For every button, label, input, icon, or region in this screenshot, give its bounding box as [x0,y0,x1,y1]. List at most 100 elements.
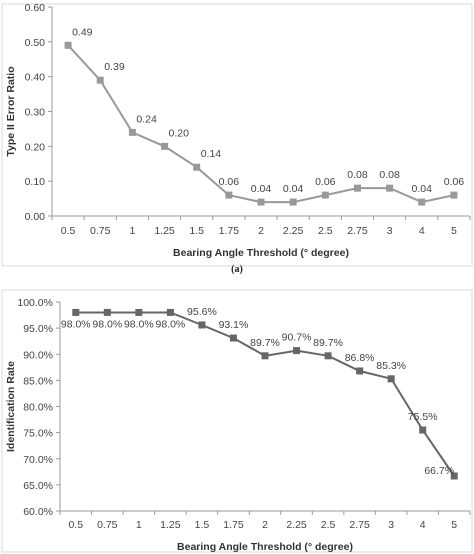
data-point-marker [257,198,265,206]
y-tick-label: 0.40 [25,72,46,84]
data-label: 89.7% [313,337,343,349]
y-tick-label: 90.0% [23,349,53,361]
data-label: 85.3% [376,360,406,372]
data-label: 0.04 [251,183,272,195]
y-tick-label: 70.0% [23,454,53,466]
data-label: 93.1% [219,319,249,331]
data-label: 90.7% [282,332,312,344]
data-point-marker [321,191,329,199]
x-tick-label: 1.25 [160,519,181,531]
data-label: 89.7% [250,337,280,349]
y-axis-title: Identification Rate [5,361,17,452]
data-point-marker [289,198,297,206]
x-tick-label: 2 [258,225,264,237]
x-tick-label: 2.75 [349,519,370,531]
x-tick-label: 2.75 [347,225,368,237]
x-tick-label: 5 [451,225,457,237]
data-label: 98.0% [124,318,154,330]
data-label: 0.08 [379,169,400,181]
x-tick-label: 1 [136,519,142,531]
x-tick-label: 4 [419,225,425,237]
data-point-marker [293,347,301,355]
data-point-marker [96,76,104,84]
data-point-marker [419,426,427,434]
y-axis-title: Type II Error Ratio [5,66,17,156]
data-point-marker [166,308,174,316]
data-label: 0.04 [283,183,304,195]
data-label: 0.20 [169,127,190,139]
y-tick-label: 0.20 [25,141,46,153]
x-tick-label: 1 [129,225,135,237]
data-label: 0.06 [219,176,240,188]
y-tick-label: 80.0% [23,402,53,414]
x-tick-label: 1.25 [154,225,175,237]
chart-border [1,3,473,267]
data-label: 95.6% [187,306,217,318]
x-tick-label: 4 [420,519,426,531]
data-label: 0.24 [136,113,157,125]
data-point-marker [450,472,458,480]
x-tick-label: 0.5 [61,225,76,237]
x-axis-title: Bearing Angle Threshold (° degree) [177,541,353,553]
data-point-marker [387,375,395,383]
data-label: 98.0% [61,318,91,330]
x-tick-label: 3 [388,519,394,531]
x-tick-label: 2.25 [283,225,304,237]
data-label: 75.5% [408,411,438,423]
chart-type-ii-error: 0.00 0.10 0.20 0.30 0.40 0.50 0.60 0.5 0.75 1 1.25… [1,2,473,267]
x-tick-label: 5 [451,519,457,531]
y-tick-label: 0.30 [25,107,46,119]
x-tick-label: 2.5 [321,519,336,531]
data-label: 98.0% [92,318,122,330]
x-tick-label: 1.75 [219,225,240,237]
y-tick-label: 95.0% [23,323,53,335]
data-point-marker [450,191,458,199]
data-point-marker [324,352,332,360]
data-label: 86.8% [345,352,375,364]
y-tick-label: 0.00 [25,211,46,223]
data-point-marker [193,163,201,171]
data-point-marker [418,198,426,206]
data-label: 0.14 [201,148,222,160]
y-tick-label: 0.60 [25,2,46,14]
data-label: 0.04 [412,183,433,195]
data-point-marker [225,191,233,199]
y-tick-label: 65.0% [23,480,53,492]
data-point-marker [356,367,364,375]
figure-caption: (a) [231,264,243,275]
x-tick-label: 1.5 [195,519,210,531]
data-label: 0.08 [347,169,368,181]
y-tick-label: 100.0% [17,297,53,309]
y-tick-label: 75.0% [23,428,53,440]
x-tick-label: 1.5 [189,225,204,237]
data-point-marker [103,308,111,316]
data-point-marker [353,184,361,192]
data-label: 0.06 [444,176,465,188]
x-axis-title: Bearing Angle Threshold (° degree) [173,247,349,259]
y-tick-label: 0.10 [25,176,46,188]
x-tick-label: 3 [387,225,393,237]
data-label: 0.06 [315,176,336,188]
data-label: 0.49 [72,26,93,38]
data-label: 66.7% [424,465,454,477]
data-label: 0.39 [104,61,125,73]
x-tick-label: 2.25 [286,519,307,531]
data-point-marker [229,334,237,342]
y-tick-label: 60.0% [23,506,53,518]
data-point-marker [128,128,136,136]
x-tick-label: 2.5 [318,225,333,237]
data-point-marker [161,142,169,150]
x-tick-label: 1.75 [223,519,244,531]
data-point-marker [198,321,206,329]
x-tick-label: 0.75 [90,225,111,237]
data-point-marker [72,308,80,316]
data-point-marker [135,308,143,316]
chart-identification-rate: 60.0% 65.0% 70.0% 75.0% 80.0% 85.0% 90.0% 95.0%… [1,289,473,553]
data-point-marker [64,41,72,49]
data-point-marker [386,184,394,192]
data-point-marker [261,352,269,360]
y-tick-label: 0.50 [25,37,46,49]
x-tick-label: 2 [262,519,268,531]
data-label: 98.0% [155,318,185,330]
